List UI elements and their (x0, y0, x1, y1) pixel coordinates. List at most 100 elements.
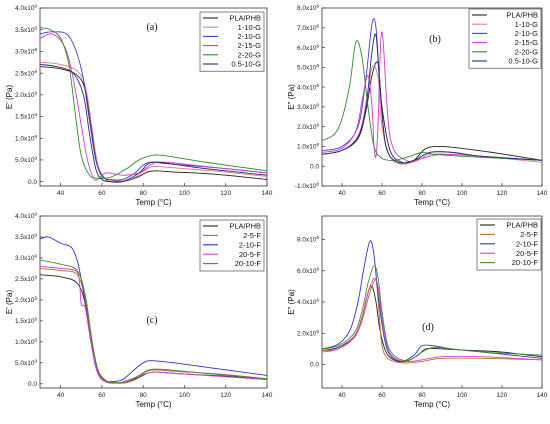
y-tick-exponent: 9 (34, 47, 37, 52)
legend-entry: PLA/PHB (229, 14, 261, 23)
panel-tag: (b) (429, 34, 441, 45)
y-tick-label: 0.0 (310, 362, 319, 369)
legend-entry: 2-5-F (243, 231, 261, 240)
y-tick-mantissa: 3.0x10 (297, 104, 317, 111)
y-tick-mantissa: -1.0x10 (295, 183, 317, 190)
y-tick-exponent: 8 (316, 103, 319, 108)
x-tick-label: 120 (220, 392, 231, 399)
legend-entry: 2-15-G (515, 38, 539, 47)
y-axis-label: E' (Pa) (5, 85, 14, 110)
legend-entry: 1-10-G (238, 23, 262, 32)
x-tick-label: 60 (98, 190, 106, 197)
y-tick-label: 3.0x109 (15, 47, 38, 56)
y-tick-mantissa: 5.0x10 (15, 157, 35, 164)
x-tick-label: 40 (338, 190, 346, 197)
series-line-2-20-g (40, 27, 267, 179)
y-tick-mantissa: 1.5x10 (15, 114, 35, 121)
x-tick-label: 40 (57, 392, 65, 399)
y-axis-label: E' (Pa) (5, 290, 14, 315)
x-tick-label: 100 (457, 392, 468, 399)
x-tick-label: 40 (57, 190, 65, 197)
y-tick-mantissa: 2.0x10 (15, 297, 35, 304)
x-tick-label: 120 (497, 190, 508, 197)
x-axis-label: Temp (°C) (135, 400, 171, 409)
x-tick-label: 80 (418, 190, 426, 197)
y-tick-label: 7.0x108 (297, 23, 320, 32)
y-tick-mantissa: 8.0x10 (297, 237, 317, 244)
series-line-20-5-f (322, 277, 542, 362)
y-tick-exponent: 8 (316, 329, 319, 334)
y-tick-exponent: 8 (316, 43, 319, 48)
y-tick-label: 1.0x108 (297, 142, 320, 151)
y-tick-label: 5.0x108 (297, 63, 320, 72)
y-tick-label: 1.5x109 (15, 317, 38, 326)
chart-panel: 40 60 80 100 120 1400.05.0x1091.0x1091.5x1092… (5, 212, 273, 409)
chart-panel: 40 60 80 100 120 1400.02.0x1084.0x1086.0x1088… (287, 215, 548, 409)
y-tick-label: 1.0x109 (15, 134, 38, 143)
y-tick-label: 3.0x108 (297, 103, 320, 112)
y-tick-mantissa: 0.0 (28, 179, 37, 186)
y-tick-mantissa: 5.0x10 (297, 65, 317, 72)
y-tick-mantissa: 1.5x10 (15, 318, 35, 325)
legend-entry: 2-5-F (520, 230, 538, 239)
y-tick-mantissa: 6.0x10 (297, 45, 317, 52)
series-line-plaphb (322, 61, 542, 164)
y-tick-mantissa: 4.0x10 (15, 213, 35, 220)
legend-entry: 0.5-10-G (508, 57, 538, 66)
y-tick-exponent: 8 (316, 298, 319, 303)
y-tick-exponent: 9 (34, 275, 37, 280)
y-tick-exponent: 9 (34, 296, 37, 301)
y-tick-exponent: 8 (316, 4, 319, 9)
y-tick-mantissa: 3.5x10 (15, 234, 35, 241)
legend-entry: 2-15-G (238, 41, 262, 50)
y-tick-mantissa: 2.5x10 (15, 276, 35, 283)
y-tick-label: 2.5x109 (15, 69, 38, 78)
y-tick-mantissa: 2.0x10 (297, 330, 317, 337)
x-tick-label: 60 (98, 392, 106, 399)
legend-entry: 1-10-G (515, 20, 539, 29)
y-tick-label: 0.0 (28, 179, 37, 186)
legend-box (199, 11, 265, 72)
x-tick-label: 120 (220, 190, 231, 197)
y-tick-exponent: 8 (316, 182, 319, 187)
y-tick-label: 5.0x109 (15, 359, 38, 368)
y-tick-label: -1.0x108 (295, 182, 320, 191)
y-tick-label: 2.5x109 (15, 275, 38, 284)
legend-entry: PLA/PHB (506, 11, 538, 20)
y-tick-label: 1.5x109 (15, 112, 38, 121)
y-tick-label: 3.0x109 (15, 254, 38, 263)
series-line-plaphb (40, 274, 267, 384)
x-tick-label: 100 (179, 392, 190, 399)
y-tick-exponent: 8 (316, 266, 319, 271)
y-tick-label: 3.5x109 (15, 25, 38, 34)
legend-entry: 20-10-F (235, 259, 262, 268)
y-tick-mantissa: 3.5x10 (15, 27, 35, 34)
legend-entry: 20-10-F (512, 258, 539, 267)
legend-entry: 20-5-F (239, 250, 262, 259)
y-tick-mantissa: 8.0x10 (297, 5, 317, 12)
legend-entry: PLA/PHB (229, 222, 261, 231)
y-tick-label: 4.0x108 (297, 83, 320, 92)
y-tick-exponent: 9 (34, 317, 37, 322)
legend-entry: 2-10-F (239, 240, 262, 249)
series-line-0.5-10-g (322, 33, 542, 164)
series-line-20-10-f (40, 259, 267, 384)
y-tick-exponent: 8 (316, 63, 319, 68)
y-tick-mantissa: 4.0x10 (297, 299, 317, 306)
series-line-2-10-f (322, 240, 542, 362)
y-tick-mantissa: 0.0 (28, 381, 37, 388)
y-tick-mantissa: 2.0x10 (297, 124, 317, 131)
y-tick-mantissa: 4.0x10 (15, 5, 35, 12)
y-tick-mantissa: 3.0x10 (15, 255, 35, 262)
y-tick-mantissa: 1.0x10 (15, 135, 35, 142)
series-line-20-10-f (322, 265, 542, 361)
y-tick-label: 4.0x109 (15, 4, 38, 13)
x-tick-label: 140 (262, 190, 273, 197)
x-axis-label: Temp (°C) (135, 198, 171, 207)
panel-tag: (a) (146, 22, 157, 33)
panel-tag: (d) (422, 322, 434, 333)
y-tick-mantissa: 1.0x10 (297, 144, 317, 151)
y-tick-mantissa: 1.0x10 (15, 339, 35, 346)
legend-entry: 20-5-F (516, 249, 539, 258)
y-tick-label: 5.0x109 (15, 156, 38, 165)
